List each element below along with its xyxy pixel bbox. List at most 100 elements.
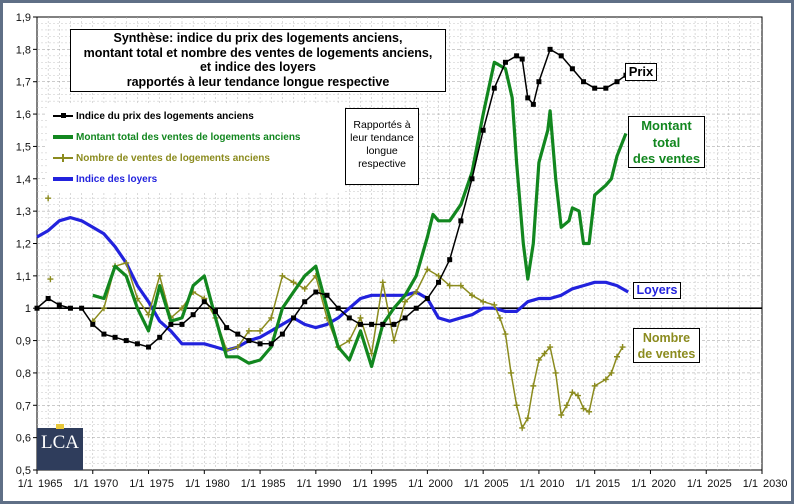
data-point-prix <box>123 338 129 344</box>
note-line: respective <box>358 158 406 170</box>
x-tick-label-year: 1985 <box>261 478 285 490</box>
data-point-nombre <box>547 344 554 351</box>
data-point-prix <box>302 299 308 305</box>
data-point-nombre <box>513 402 520 409</box>
data-point-nombre <box>145 311 152 318</box>
y-tick-label: 1,6 <box>16 109 31 121</box>
data-point-nombre <box>424 266 431 273</box>
end-label-nombre-line: Nombre <box>642 331 691 345</box>
data-point-prix <box>519 56 525 62</box>
data-point-nombre <box>257 327 264 334</box>
data-point-prix <box>491 85 497 91</box>
x-tick-label-year: 1995 <box>373 478 397 490</box>
end-label-nombre-line: de ventes <box>637 347 696 361</box>
data-point-prix <box>569 66 575 72</box>
y-tick-label: 0,6 <box>16 433 31 445</box>
data-point-prix <box>346 315 352 321</box>
legend-label-nombre: Nombre de ventes de logements anciens <box>76 152 270 164</box>
data-point-nombre <box>480 298 487 305</box>
series-line-loyers <box>36 216 629 352</box>
x-tick-label-year: 2010 <box>540 478 564 490</box>
data-point-nombre <box>524 415 531 422</box>
data-point-nombre <box>491 301 498 308</box>
data-point-nombre <box>234 344 241 351</box>
y-tick-label: 1,3 <box>16 206 31 218</box>
data-point-nombre <box>268 314 275 321</box>
data-point-nombre <box>47 276 54 283</box>
x-tick-label-day: 1/1 <box>352 478 367 490</box>
data-point-nombre <box>591 382 598 389</box>
data-point-prix <box>45 296 51 302</box>
legend-swatch-montant <box>53 131 73 143</box>
data-point-prix <box>212 308 218 314</box>
x-tick-label-day: 1/1 <box>743 478 758 490</box>
end-label-montant: Montant total des ventes <box>628 116 705 168</box>
data-point-nombre <box>541 350 548 357</box>
data-point-nombre <box>279 272 286 279</box>
data-point-prix <box>436 279 442 285</box>
data-point-prix <box>391 321 397 327</box>
legend-label-loyers: Indice des loyers <box>76 173 158 185</box>
y-tick-label: 1,4 <box>16 174 31 186</box>
series-line-montant <box>92 60 628 369</box>
data-point-prix <box>246 338 252 344</box>
legend-item-loyers: Indice des loyers <box>53 170 157 188</box>
legend-item-nombre: Nombre de ventes de logements anciens <box>53 149 270 167</box>
data-point-prix <box>168 321 174 327</box>
data-point-prix <box>536 79 542 85</box>
x-tick-label-year: 2025 <box>707 478 731 490</box>
data-point-nombre <box>357 314 364 321</box>
data-point-nombre <box>619 344 626 351</box>
data-point-prix <box>90 321 96 327</box>
x-tick-label-year: 2005 <box>484 478 508 490</box>
y-tick-label: 0,7 <box>16 400 31 412</box>
data-point-prix <box>469 176 475 182</box>
x-tick-label-year: 1975 <box>150 478 174 490</box>
chart-title-line: Synthèse: indice du prix des logements a… <box>113 31 403 45</box>
data-point-nombre <box>469 292 475 299</box>
legend-swatch-nombre <box>53 152 73 164</box>
end-label-nombre: Nombre de ventes <box>633 328 700 363</box>
data-point-prix <box>235 331 241 337</box>
data-point-prix <box>603 85 609 91</box>
data-point-nombre <box>496 314 503 321</box>
y-tick-label: 1,2 <box>16 239 31 251</box>
data-point-prix <box>335 305 341 311</box>
x-tick-label-year: 2030 <box>763 478 787 490</box>
data-point-prix <box>179 321 185 327</box>
data-point-nombre <box>435 272 442 279</box>
chart-title: Synthèse: indice du prix des logements a… <box>70 29 446 92</box>
data-point-prix <box>530 101 536 107</box>
x-tick-label-day: 1/1 <box>185 478 200 490</box>
legend: Indice du prix des logements anciens Mon… <box>47 103 345 193</box>
data-point-prix <box>268 341 274 347</box>
y-tick-label: 0,9 <box>16 336 31 348</box>
data-point-nombre <box>301 285 308 292</box>
data-point-prix <box>547 46 553 52</box>
chart-title-line: montant total et nombre des ventes de lo… <box>83 45 433 60</box>
series-loyers <box>36 216 629 352</box>
data-point-nombre <box>502 331 509 338</box>
x-tick-label-year: 1970 <box>94 478 118 490</box>
data-point-prix <box>157 334 163 340</box>
data-point-prix <box>581 79 587 85</box>
end-label-montant-line: Montant <box>641 118 692 133</box>
end-label-montant-line: des ventes <box>632 151 701 166</box>
legend-label-prix: Indice du prix des logements anciens <box>76 110 254 122</box>
x-tick-label-day: 1/1 <box>18 478 33 490</box>
data-point-nombre <box>100 305 107 312</box>
x-tick-label-day: 1/1 <box>129 478 144 490</box>
data-point-prix <box>190 312 196 318</box>
data-point-prix <box>279 331 285 337</box>
data-point-prix <box>357 321 363 327</box>
x-tick-label-year: 1965 <box>38 478 62 490</box>
data-point-prix <box>380 321 386 327</box>
data-point-prix <box>101 331 107 337</box>
chart-title-line: et indice des loyers <box>199 60 317 75</box>
x-tick-label-day: 1/1 <box>297 478 312 490</box>
data-point-prix <box>201 299 207 305</box>
data-point-prix <box>324 292 330 298</box>
series-montant <box>92 60 628 369</box>
data-point-prix <box>257 341 263 347</box>
